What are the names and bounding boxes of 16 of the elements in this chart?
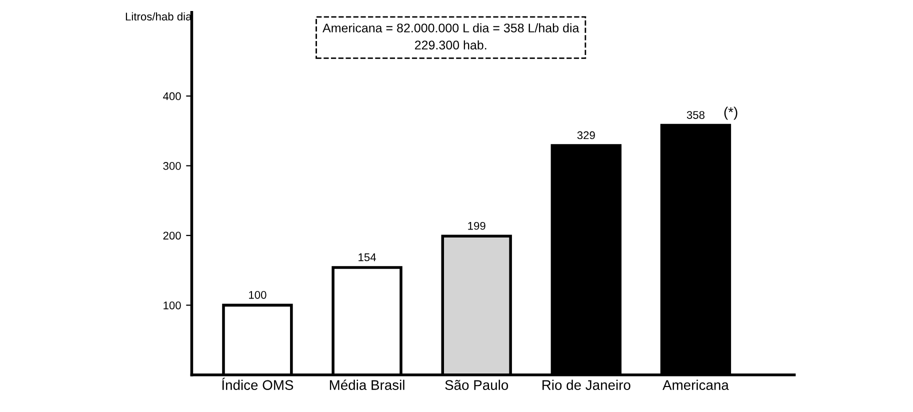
- x-tick-label: Índice OMS: [222, 378, 294, 390]
- data-label: 199: [468, 222, 486, 230]
- x-tick-label: São Paulo: [445, 380, 508, 390]
- data-label: 329: [577, 131, 595, 140]
- y-tick-label: 100: [164, 301, 181, 310]
- y-tick-label: 200: [163, 232, 181, 240]
- data-label: 358: [686, 111, 704, 119]
- annotation: (*): [724, 106, 738, 120]
- x-tick-label: Rio de Janeiro: [542, 380, 630, 390]
- data-label: 154: [358, 253, 376, 262]
- data-label: 100: [249, 290, 266, 299]
- y-tick-label: 300: [163, 162, 181, 170]
- x-tick-label: Americana: [662, 380, 729, 390]
- y-tick-label: 400: [163, 92, 181, 100]
- x-tick-label: Média Brasil: [330, 380, 404, 390]
- annotation: Americana = 82.000.000 L dia = 358 L/hab dia 229.300 hab.: [322, 23, 580, 50]
